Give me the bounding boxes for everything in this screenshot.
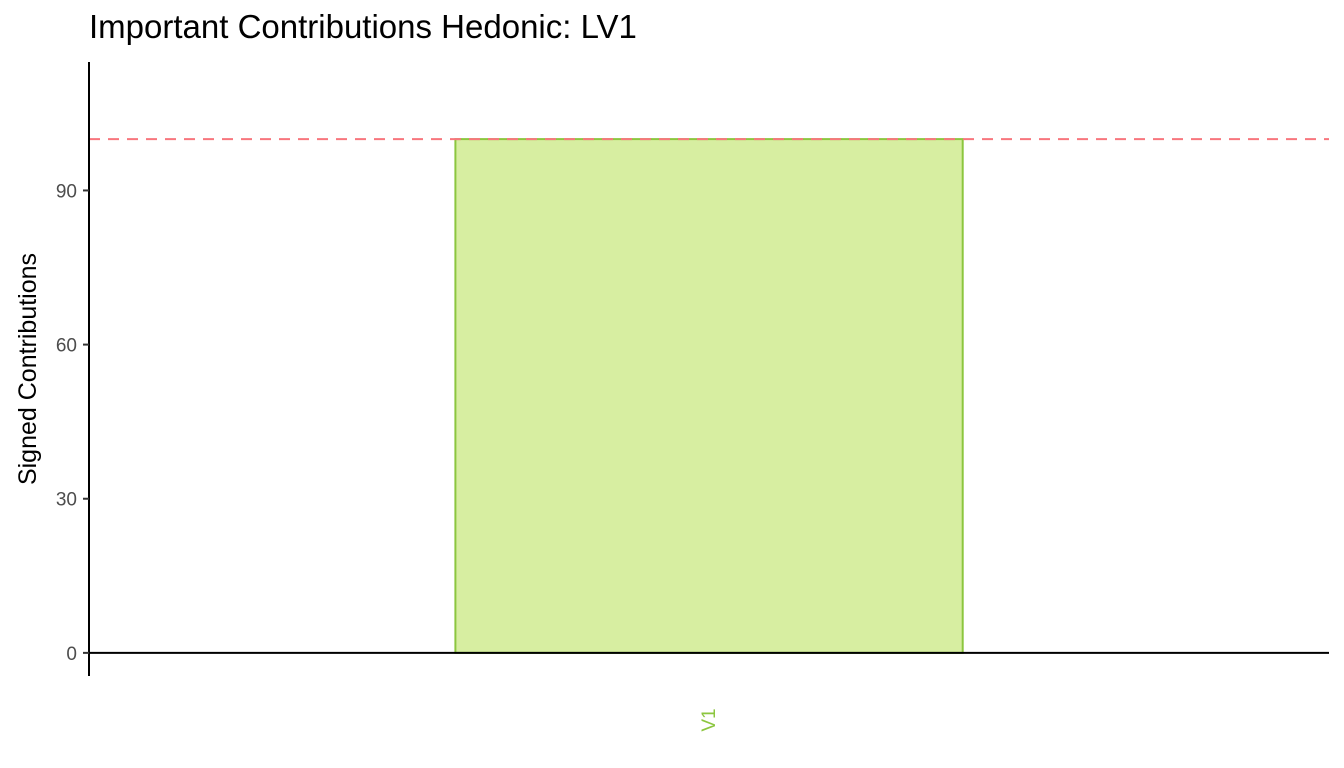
y-axis-title: Signed Contributions bbox=[14, 253, 42, 485]
y-tick-label: 60 bbox=[56, 336, 77, 357]
bars-layer bbox=[454, 138, 964, 654]
x-tick-labels: V1 bbox=[699, 708, 720, 731]
y-tick-label: 0 bbox=[66, 644, 77, 665]
y-tick-label: 90 bbox=[56, 181, 77, 202]
y-ticks: 0 30 60 90 bbox=[56, 181, 89, 665]
chart-title: Important Contributions Hedonic: LV1 bbox=[89, 8, 637, 45]
x-tick-label: V1 bbox=[699, 708, 720, 731]
bar-v1 bbox=[454, 138, 964, 654]
y-tick-label: 30 bbox=[56, 490, 77, 511]
